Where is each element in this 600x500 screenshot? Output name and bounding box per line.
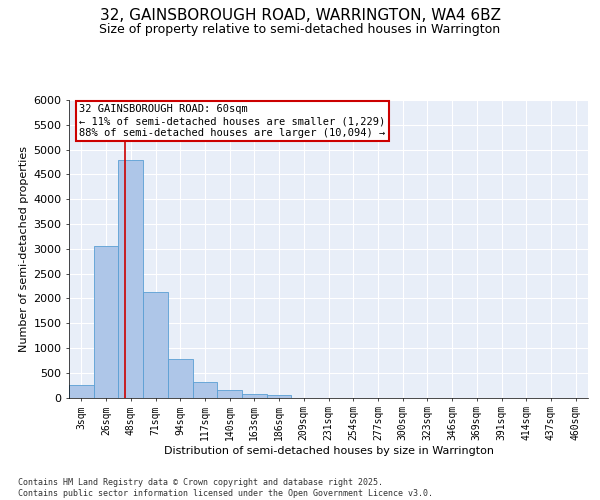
Text: Size of property relative to semi-detached houses in Warrington: Size of property relative to semi-detach… xyxy=(100,22,500,36)
Text: 32, GAINSBOROUGH ROAD, WARRINGTON, WA4 6BZ: 32, GAINSBOROUGH ROAD, WARRINGTON, WA4 6… xyxy=(100,8,500,22)
Bar xyxy=(242,394,267,398)
Bar xyxy=(143,292,168,398)
Bar xyxy=(217,390,242,398)
X-axis label: Distribution of semi-detached houses by size in Warrington: Distribution of semi-detached houses by … xyxy=(163,446,493,456)
Bar xyxy=(69,385,94,398)
Bar xyxy=(94,246,118,398)
Bar xyxy=(267,395,292,398)
Y-axis label: Number of semi-detached properties: Number of semi-detached properties xyxy=(19,146,29,352)
Bar xyxy=(118,160,143,398)
Text: Contains HM Land Registry data © Crown copyright and database right 2025.
Contai: Contains HM Land Registry data © Crown c… xyxy=(18,478,433,498)
Text: 32 GAINSBOROUGH ROAD: 60sqm
← 11% of semi-detached houses are smaller (1,229)
88: 32 GAINSBOROUGH ROAD: 60sqm ← 11% of sem… xyxy=(79,104,386,138)
Bar xyxy=(193,382,217,398)
Bar xyxy=(168,359,193,398)
